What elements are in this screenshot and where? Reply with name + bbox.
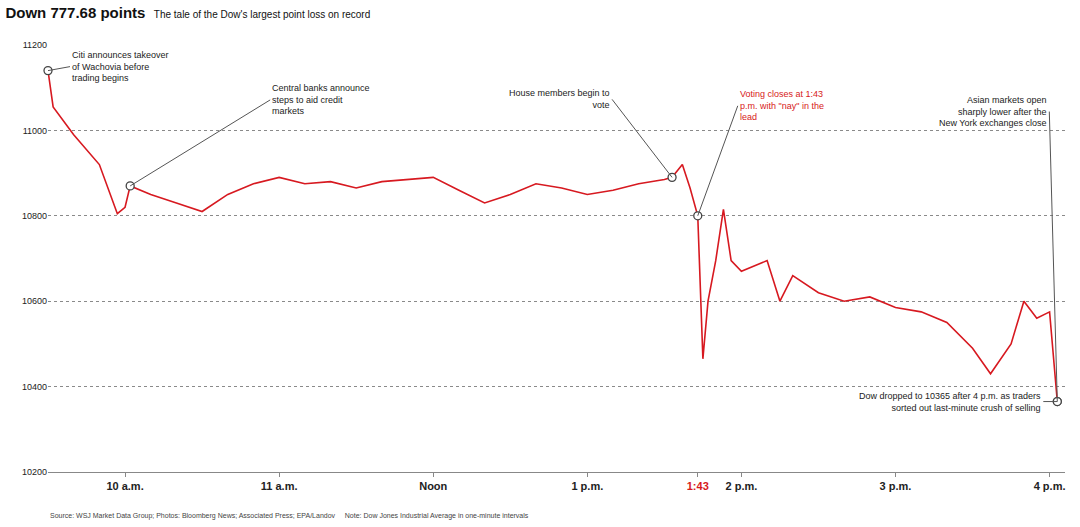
svg-text:11000: 11000	[23, 126, 47, 136]
svg-text:10400: 10400	[22, 382, 47, 392]
svg-text:10800: 10800	[22, 211, 47, 221]
svg-text:3 p.m.: 3 p.m.	[880, 480, 912, 492]
svg-text:Central banks announcesteps to: Central banks announcesteps to aid credi…	[272, 83, 370, 116]
svg-text:1 p.m.: 1 p.m.	[571, 480, 603, 492]
svg-text:4 p.m.: 4 p.m.	[1034, 480, 1066, 492]
svg-text:Down 777.68 points The tale o: Down 777.68 points The tale of the Dow's…	[5, 4, 370, 21]
svg-text:Noon: Noon	[419, 480, 447, 492]
svg-text:10600: 10600	[22, 296, 47, 306]
svg-text:Voting closes at 1:43p.m. with: Voting closes at 1:43p.m. with "nay" in …	[740, 89, 824, 122]
svg-text:11200: 11200	[23, 40, 47, 50]
svg-text:Asian markets opensharply lowe: Asian markets opensharply lower after th…	[939, 95, 1047, 128]
svg-text:House members begin tovote: House members begin tovote	[509, 88, 610, 110]
svg-text:1:43: 1:43	[687, 480, 709, 492]
svg-text:Dow dropped to 10365 after 4 p: Dow dropped to 10365 after 4 p.m. as tra…	[859, 391, 1041, 413]
svg-text:10 a.m.: 10 a.m.	[106, 480, 143, 492]
svg-text:Citi announces takeoverof Wach: Citi announces takeoverof Wachovia befor…	[72, 50, 169, 83]
svg-text:Source: WSJ Market Data Group;: Source: WSJ Market Data Group; Photos: B…	[50, 512, 529, 520]
svg-text:2 p.m.: 2 p.m.	[726, 480, 758, 492]
svg-text:10200: 10200	[22, 467, 47, 477]
svg-text:11 a.m.: 11 a.m.	[261, 480, 298, 492]
